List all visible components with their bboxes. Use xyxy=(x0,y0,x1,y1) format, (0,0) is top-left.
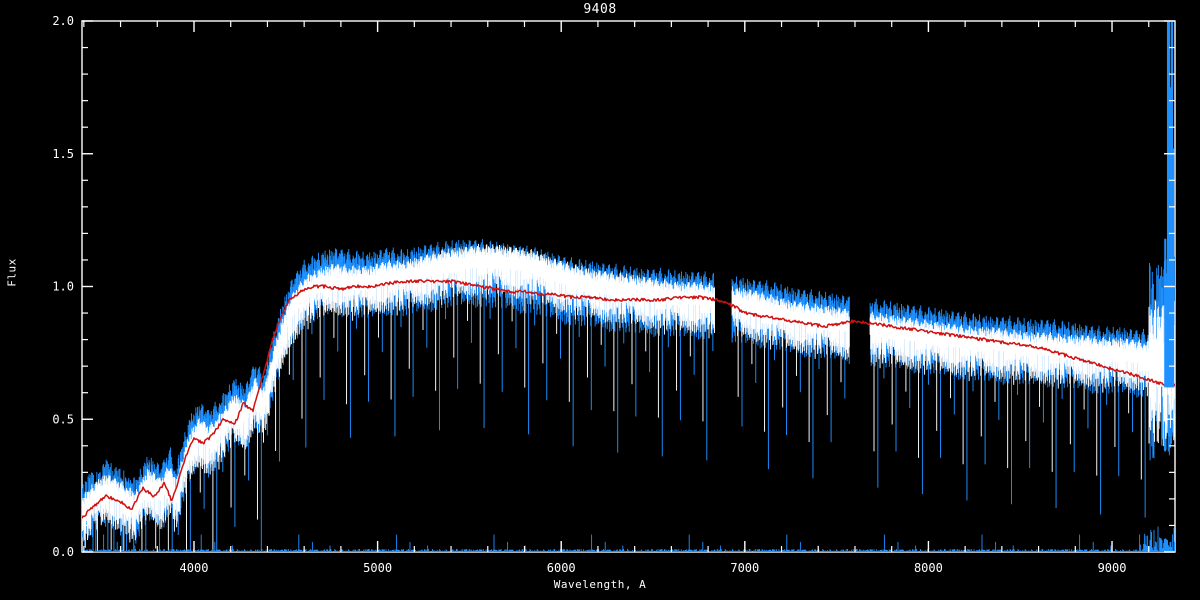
y-tick-label: 2.0 xyxy=(52,14,74,28)
y-tick-label: 0.0 xyxy=(52,545,74,559)
emission-spikes xyxy=(1164,21,1175,388)
x-tick-label: 4000 xyxy=(180,561,209,575)
x-tick-label: 8000 xyxy=(914,561,943,575)
chart-title: 9408 xyxy=(583,2,617,17)
x-tick-label: 5000 xyxy=(363,561,392,575)
axis-ticks: 4000 5000 6000 7000 8000 9000 0.0 0.5 1.0 1.5 2.0 xyxy=(52,14,1175,575)
y-tick-label: 0.5 xyxy=(52,412,74,426)
y-tick-label: 1.5 xyxy=(52,147,74,161)
x-tick-label: 6000 xyxy=(547,561,576,575)
x-tick-label: 7000 xyxy=(730,561,759,575)
series-error-spectrum xyxy=(82,526,1175,552)
x-tick-label: 9000 xyxy=(1098,561,1127,575)
y-axis-label: Flux xyxy=(5,258,19,287)
x-axis-label: Wavelength, A xyxy=(553,578,647,591)
y-tick-label: 1.0 xyxy=(52,280,74,294)
series-continuum-fit xyxy=(82,279,1175,519)
